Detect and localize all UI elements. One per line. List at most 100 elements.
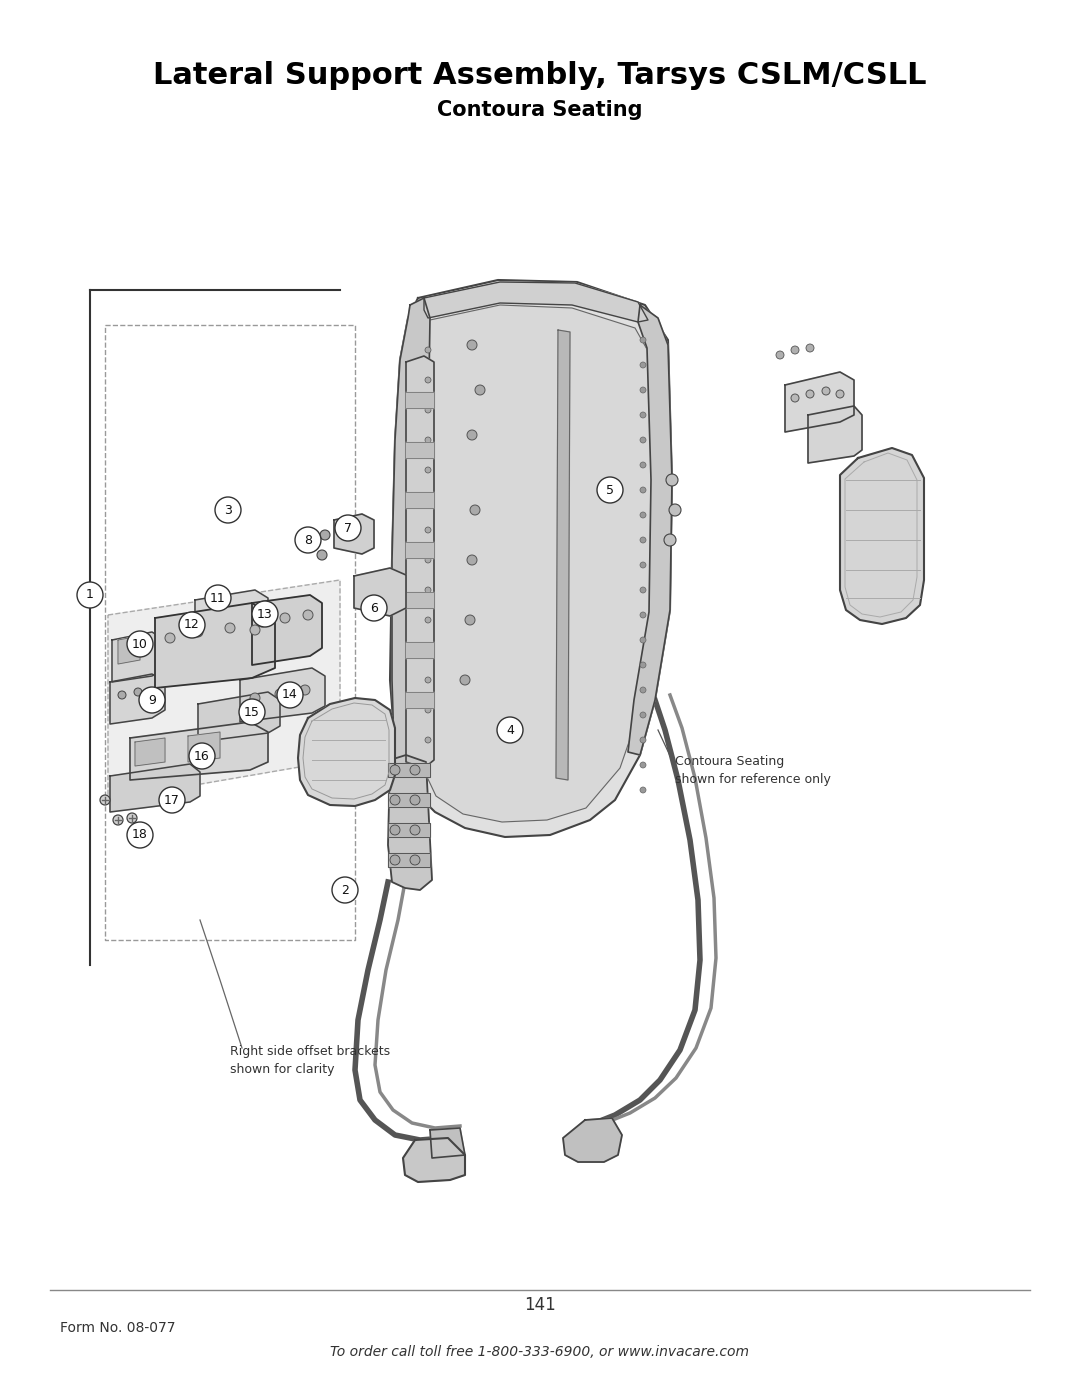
- Polygon shape: [413, 305, 656, 821]
- Circle shape: [193, 627, 203, 637]
- Text: Contoura Seating
shown for reference only: Contoura Seating shown for reference onl…: [675, 754, 831, 787]
- Polygon shape: [112, 631, 165, 682]
- Circle shape: [597, 476, 623, 503]
- Polygon shape: [240, 668, 325, 722]
- Circle shape: [640, 712, 646, 718]
- Circle shape: [215, 497, 241, 522]
- Polygon shape: [430, 1127, 465, 1158]
- Text: 8: 8: [303, 534, 312, 546]
- Circle shape: [390, 855, 400, 865]
- Circle shape: [410, 766, 420, 775]
- Text: 141: 141: [524, 1296, 556, 1315]
- Circle shape: [640, 562, 646, 569]
- Circle shape: [426, 738, 431, 743]
- Polygon shape: [354, 569, 406, 616]
- Circle shape: [134, 687, 141, 696]
- Circle shape: [806, 344, 814, 352]
- Text: 14: 14: [282, 689, 298, 701]
- Circle shape: [426, 527, 431, 534]
- Circle shape: [640, 612, 646, 617]
- Circle shape: [426, 346, 431, 353]
- Polygon shape: [405, 393, 434, 408]
- Circle shape: [426, 557, 431, 563]
- Circle shape: [640, 761, 646, 768]
- Polygon shape: [110, 764, 200, 812]
- Polygon shape: [405, 643, 434, 658]
- Text: Right side offset brackets
shown for clarity: Right side offset brackets shown for cla…: [230, 1045, 390, 1076]
- Polygon shape: [405, 441, 434, 458]
- Circle shape: [426, 707, 431, 712]
- Circle shape: [475, 386, 485, 395]
- Circle shape: [640, 362, 646, 367]
- Circle shape: [332, 877, 357, 902]
- Text: 17: 17: [164, 793, 180, 806]
- Circle shape: [118, 692, 126, 698]
- Text: To order call toll free 1-800-333-6900, or www.invacare.com: To order call toll free 1-800-333-6900, …: [330, 1345, 750, 1359]
- Circle shape: [791, 346, 799, 353]
- Circle shape: [335, 515, 361, 541]
- Circle shape: [467, 555, 477, 564]
- Text: 6: 6: [370, 602, 378, 615]
- Polygon shape: [556, 330, 570, 780]
- Circle shape: [467, 430, 477, 440]
- Circle shape: [497, 717, 523, 743]
- Circle shape: [361, 595, 387, 622]
- Polygon shape: [388, 763, 430, 777]
- Circle shape: [139, 687, 165, 712]
- Polygon shape: [388, 823, 430, 837]
- Circle shape: [295, 527, 321, 553]
- Circle shape: [640, 337, 646, 344]
- Circle shape: [467, 339, 477, 351]
- Polygon shape: [334, 514, 374, 555]
- Polygon shape: [130, 722, 268, 780]
- Circle shape: [640, 637, 646, 643]
- Polygon shape: [195, 590, 268, 638]
- Circle shape: [257, 617, 267, 627]
- Circle shape: [390, 826, 400, 835]
- Polygon shape: [405, 492, 434, 509]
- Circle shape: [127, 813, 137, 823]
- Polygon shape: [108, 580, 340, 800]
- Text: 16: 16: [194, 750, 210, 763]
- Text: 3: 3: [224, 503, 232, 517]
- Text: Contoura Seating: Contoura Seating: [437, 101, 643, 120]
- Text: 11: 11: [211, 591, 226, 605]
- Circle shape: [426, 407, 431, 414]
- Circle shape: [303, 610, 313, 620]
- Circle shape: [390, 766, 400, 775]
- Polygon shape: [424, 282, 648, 321]
- Circle shape: [410, 855, 420, 865]
- Circle shape: [640, 787, 646, 793]
- Circle shape: [276, 682, 303, 708]
- Circle shape: [280, 613, 291, 623]
- Circle shape: [640, 462, 646, 468]
- Circle shape: [390, 795, 400, 805]
- Polygon shape: [118, 636, 140, 664]
- Circle shape: [159, 787, 185, 813]
- Circle shape: [239, 698, 265, 725]
- Polygon shape: [252, 595, 322, 665]
- Circle shape: [426, 497, 431, 503]
- Circle shape: [426, 647, 431, 652]
- Circle shape: [410, 826, 420, 835]
- Circle shape: [791, 394, 799, 402]
- Text: 18: 18: [132, 828, 148, 841]
- Circle shape: [165, 633, 175, 643]
- Circle shape: [822, 387, 831, 395]
- Polygon shape: [135, 738, 165, 766]
- Polygon shape: [405, 692, 434, 708]
- Text: 2: 2: [341, 883, 349, 897]
- Circle shape: [179, 612, 205, 638]
- Polygon shape: [392, 298, 430, 785]
- Polygon shape: [388, 793, 430, 807]
- Circle shape: [300, 685, 310, 694]
- Polygon shape: [298, 698, 395, 806]
- Circle shape: [77, 583, 103, 608]
- Text: 1: 1: [86, 588, 94, 602]
- Circle shape: [640, 387, 646, 393]
- Polygon shape: [406, 356, 434, 768]
- Polygon shape: [808, 407, 862, 462]
- Text: Lateral Support Assembly, Tarsys CSLM/CSLL: Lateral Support Assembly, Tarsys CSLM/CS…: [153, 60, 927, 89]
- Circle shape: [465, 615, 475, 624]
- Polygon shape: [390, 279, 672, 837]
